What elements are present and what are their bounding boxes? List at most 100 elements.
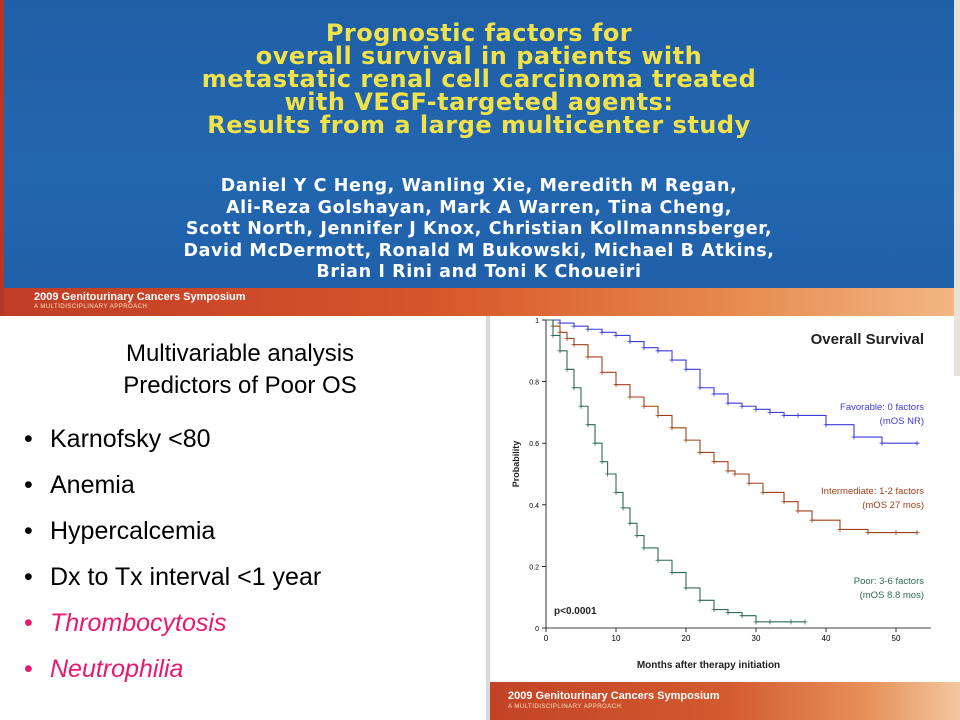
censor-mark <box>564 335 570 341</box>
censor-mark <box>669 425 675 431</box>
censor-mark <box>599 369 605 375</box>
censor-mark <box>627 339 633 345</box>
censor-mark <box>893 530 899 536</box>
predictor-item: • Hypercalcemia <box>22 515 321 561</box>
censor-mark <box>914 440 920 446</box>
censor-mark <box>557 320 563 326</box>
censor-mark <box>627 394 633 400</box>
x-axis-label: Months after therapy initiation <box>637 660 780 671</box>
censor-mark <box>697 597 703 603</box>
censor-mark <box>605 471 611 477</box>
predictor-list: • Karnofsky <80 • Anemia • Hypercalcemia • Dx t… <box>22 423 321 699</box>
censor-mark <box>739 613 745 619</box>
presentation-title: Prognostic factors for overall survival … <box>201 19 757 139</box>
censor-mark <box>557 329 563 335</box>
x-tick-label: 0 <box>544 634 549 643</box>
symposium-tagline: A MULTIDISCIPLINARY APPROACH <box>34 304 148 310</box>
censor-mark <box>711 607 717 613</box>
censor-mark <box>760 489 766 495</box>
predictor-label: Dx to Tx interval <1 year <box>50 563 322 591</box>
y-tick-label: 0.8 <box>529 380 539 387</box>
symposium-name: 2009 Genitourinary Cancers Symposium <box>34 291 246 303</box>
censor-mark <box>634 533 640 539</box>
x-tick-label: 50 <box>892 634 901 643</box>
chart-panel-border <box>486 316 490 720</box>
banner-right-edge <box>954 0 960 316</box>
predictor-item: • Thrombocytosis <box>22 607 321 653</box>
censor-mark <box>627 520 633 526</box>
x-tick-label: 20 <box>682 634 691 643</box>
x-tick-label: 10 <box>612 634 621 643</box>
predictor-label: Neutrophilia <box>50 655 184 683</box>
series-label: Intermediate: 1-2 factors <box>821 486 924 497</box>
series-median-label: (mOS 8.8 mos) <box>860 590 924 601</box>
censor-mark <box>564 366 570 372</box>
censor-mark <box>585 354 591 360</box>
censor-mark <box>592 440 598 446</box>
censor-mark <box>795 508 801 514</box>
censor-mark <box>599 329 605 335</box>
censor-mark <box>781 412 787 418</box>
censor-mark <box>585 422 591 428</box>
censor-mark <box>550 332 556 338</box>
censor-mark <box>557 348 563 354</box>
censor-mark <box>914 530 920 536</box>
series-label: Poor: 3-6 factors <box>854 576 924 587</box>
censor-mark <box>571 342 577 348</box>
censor-mark <box>641 545 647 551</box>
censor-mark <box>655 348 661 354</box>
predictor-label: Anemia <box>50 471 135 499</box>
censor-mark <box>711 391 717 397</box>
censor-mark <box>571 385 577 391</box>
bullet-icon: • <box>24 517 33 545</box>
chart-symposium-name: 2009 Genitourinary Cancers Symposium <box>508 690 720 702</box>
censor-mark <box>739 403 745 409</box>
censor-mark <box>613 332 619 338</box>
symposium-stripe: 2009 Genitourinary Cancers Symposium A M… <box>4 288 954 316</box>
censor-mark <box>809 517 815 523</box>
predictor-item: • Neutrophilia <box>22 653 321 699</box>
censor-mark <box>641 403 647 409</box>
censor-mark <box>655 557 661 563</box>
bullet-icon: • <box>24 563 33 591</box>
y-tick-label: 0.2 <box>529 564 539 571</box>
censor-mark <box>578 403 584 409</box>
predictor-item: • Anemia <box>22 469 321 515</box>
censor-mark <box>613 489 619 495</box>
predictor-label: Hypercalcemia <box>50 517 216 545</box>
censor-mark <box>865 530 871 536</box>
banner-left-edge <box>0 0 4 316</box>
censor-mark <box>725 400 731 406</box>
censor-mark <box>683 437 689 443</box>
author-list: Daniel Y C Heng, Wanling Xie, Meredith M… <box>183 176 775 282</box>
censor-mark <box>683 585 689 591</box>
y-tick-label: 1 <box>535 318 539 325</box>
censor-mark <box>795 412 801 418</box>
censor-mark <box>788 619 794 625</box>
p-value-annotation: p<0.0001 <box>554 606 597 617</box>
censor-mark <box>669 357 675 363</box>
censor-mark <box>879 440 885 446</box>
series-median-label: (mOS 27 mos) <box>862 500 924 511</box>
predictor-label: Karnofsky <80 <box>50 425 211 453</box>
survival-chart-panel: 0 10 20 30 40 50 0 0.2 0.4 0.6 0.8 1 Months after th… <box>486 316 960 720</box>
predictor-item: • Dx to Tx interval <1 year <box>22 561 321 607</box>
right-edge-bar <box>954 316 960 376</box>
bullet-icon: • <box>24 425 33 453</box>
title-banner: Prognostic factors for overall survival … <box>4 0 954 316</box>
censor-mark <box>802 619 808 625</box>
predictor-label: Thrombocytosis <box>50 609 227 637</box>
bullet-icon: • <box>24 471 33 499</box>
censor-mark <box>620 505 626 511</box>
censor-mark <box>781 499 787 505</box>
series-label: Favorable: 0 factors <box>840 402 924 413</box>
censor-mark <box>753 406 759 412</box>
censor-mark <box>599 459 605 465</box>
censor-mark <box>697 385 703 391</box>
bullet-icon: • <box>24 655 33 683</box>
bullet-icon: • <box>24 609 33 637</box>
censor-mark <box>641 345 647 351</box>
censor-mark <box>837 526 843 532</box>
censor-mark <box>753 619 759 625</box>
